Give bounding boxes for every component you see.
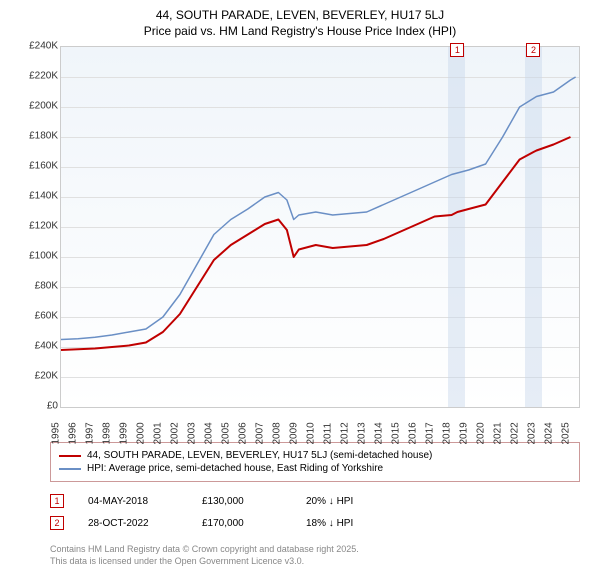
ytick-label: £180K: [18, 131, 58, 142]
legend: 44, SOUTH PARADE, LEVEN, BEVERLEY, HU17 …: [50, 442, 580, 482]
sales-marker-icon: 2: [50, 516, 64, 530]
ytick-label: £0: [18, 401, 58, 412]
series-line: [61, 137, 571, 350]
sales-date: 04-MAY-2018: [88, 496, 178, 507]
ytick-label: £240K: [18, 41, 58, 52]
xtick-label: 1998: [101, 422, 112, 444]
xtick-label: 1999: [118, 422, 129, 444]
xtick-label: 2000: [135, 422, 146, 444]
ytick-label: £160K: [18, 161, 58, 172]
xtick-label: 2001: [152, 422, 163, 444]
xtick-label: 2008: [271, 422, 282, 444]
xtick-label: 2021: [492, 422, 503, 444]
sales-price: £170,000: [202, 518, 282, 529]
xtick-label: 2015: [390, 422, 401, 444]
xtick-label: 2024: [543, 422, 554, 444]
sales-marker-icon: 1: [50, 494, 64, 508]
sale-marker: 1: [450, 43, 464, 57]
sales-row: 2 28-OCT-2022 £170,000 18% ↓ HPI: [50, 512, 580, 534]
ytick-label: £100K: [18, 251, 58, 262]
footer: Contains HM Land Registry data © Crown c…: [50, 544, 580, 567]
xtick-label: 1997: [84, 422, 95, 444]
xtick-label: 2018: [441, 422, 452, 444]
xtick-label: 2016: [407, 422, 418, 444]
ytick-label: £200K: [18, 101, 58, 112]
xtick-label: 2017: [424, 422, 435, 444]
xtick-label: 2007: [254, 422, 265, 444]
xtick-label: 2023: [526, 422, 537, 444]
ytick-label: £80K: [18, 281, 58, 292]
xtick-label: 2011: [322, 423, 333, 445]
ytick-label: £140K: [18, 191, 58, 202]
xtick-label: 2004: [203, 422, 214, 444]
xtick-label: 2012: [339, 422, 350, 444]
xtick-label: 2002: [169, 422, 180, 444]
legend-row: HPI: Average price, semi-detached house,…: [59, 462, 571, 475]
footer-line1: Contains HM Land Registry data © Crown c…: [50, 544, 580, 556]
ytick-label: £40K: [18, 341, 58, 352]
xtick-label: 2014: [373, 422, 384, 444]
plot-background: 12: [60, 46, 580, 408]
legend-swatch: [59, 468, 81, 470]
chart-area: 12 £0£20K£40K£60K£80K£100K£120K£140K£160…: [18, 46, 582, 436]
sales-table: 1 04-MAY-2018 £130,000 20% ↓ HPI 2 28-OCT-202…: [50, 490, 580, 534]
sales-price: £130,000: [202, 496, 282, 507]
legend-row: 44, SOUTH PARADE, LEVEN, BEVERLEY, HU17 …: [59, 449, 571, 462]
sales-delta: 18% ↓ HPI: [306, 518, 353, 529]
xtick-label: 1996: [67, 422, 78, 444]
sales-row: 1 04-MAY-2018 £130,000 20% ↓ HPI: [50, 490, 580, 512]
legend-label: 44, SOUTH PARADE, LEVEN, BEVERLEY, HU17 …: [87, 450, 432, 461]
xtick-label: 2020: [475, 422, 486, 444]
title-line1: 44, SOUTH PARADE, LEVEN, BEVERLEY, HU17 …: [8, 8, 592, 22]
xtick-label: 2019: [458, 422, 469, 444]
xtick-label: 2006: [237, 422, 248, 444]
xtick-label: 2025: [560, 422, 571, 444]
xtick-label: 2013: [356, 422, 367, 444]
sales-date: 28-OCT-2022: [88, 518, 178, 529]
ytick-label: £120K: [18, 221, 58, 232]
footer-line2: This data is licensed under the Open Gov…: [50, 556, 580, 568]
xtick-label: 2003: [186, 422, 197, 444]
xtick-label: 2010: [305, 422, 316, 444]
xtick-label: 2022: [509, 422, 520, 444]
ytick-label: £20K: [18, 371, 58, 382]
legend-swatch: [59, 455, 81, 457]
sale-marker: 2: [526, 43, 540, 57]
sales-delta: 20% ↓ HPI: [306, 496, 353, 507]
xtick-label: 2005: [220, 422, 231, 444]
ytick-label: £220K: [18, 71, 58, 82]
series-line: [61, 77, 576, 340]
xtick-label: 1995: [51, 422, 62, 444]
title-line2: Price paid vs. HM Land Registry's House …: [8, 24, 592, 38]
legend-label: HPI: Average price, semi-detached house,…: [87, 463, 383, 474]
line-series-layer: [61, 47, 579, 407]
ytick-label: £60K: [18, 311, 58, 322]
xtick-label: 2009: [288, 422, 299, 444]
